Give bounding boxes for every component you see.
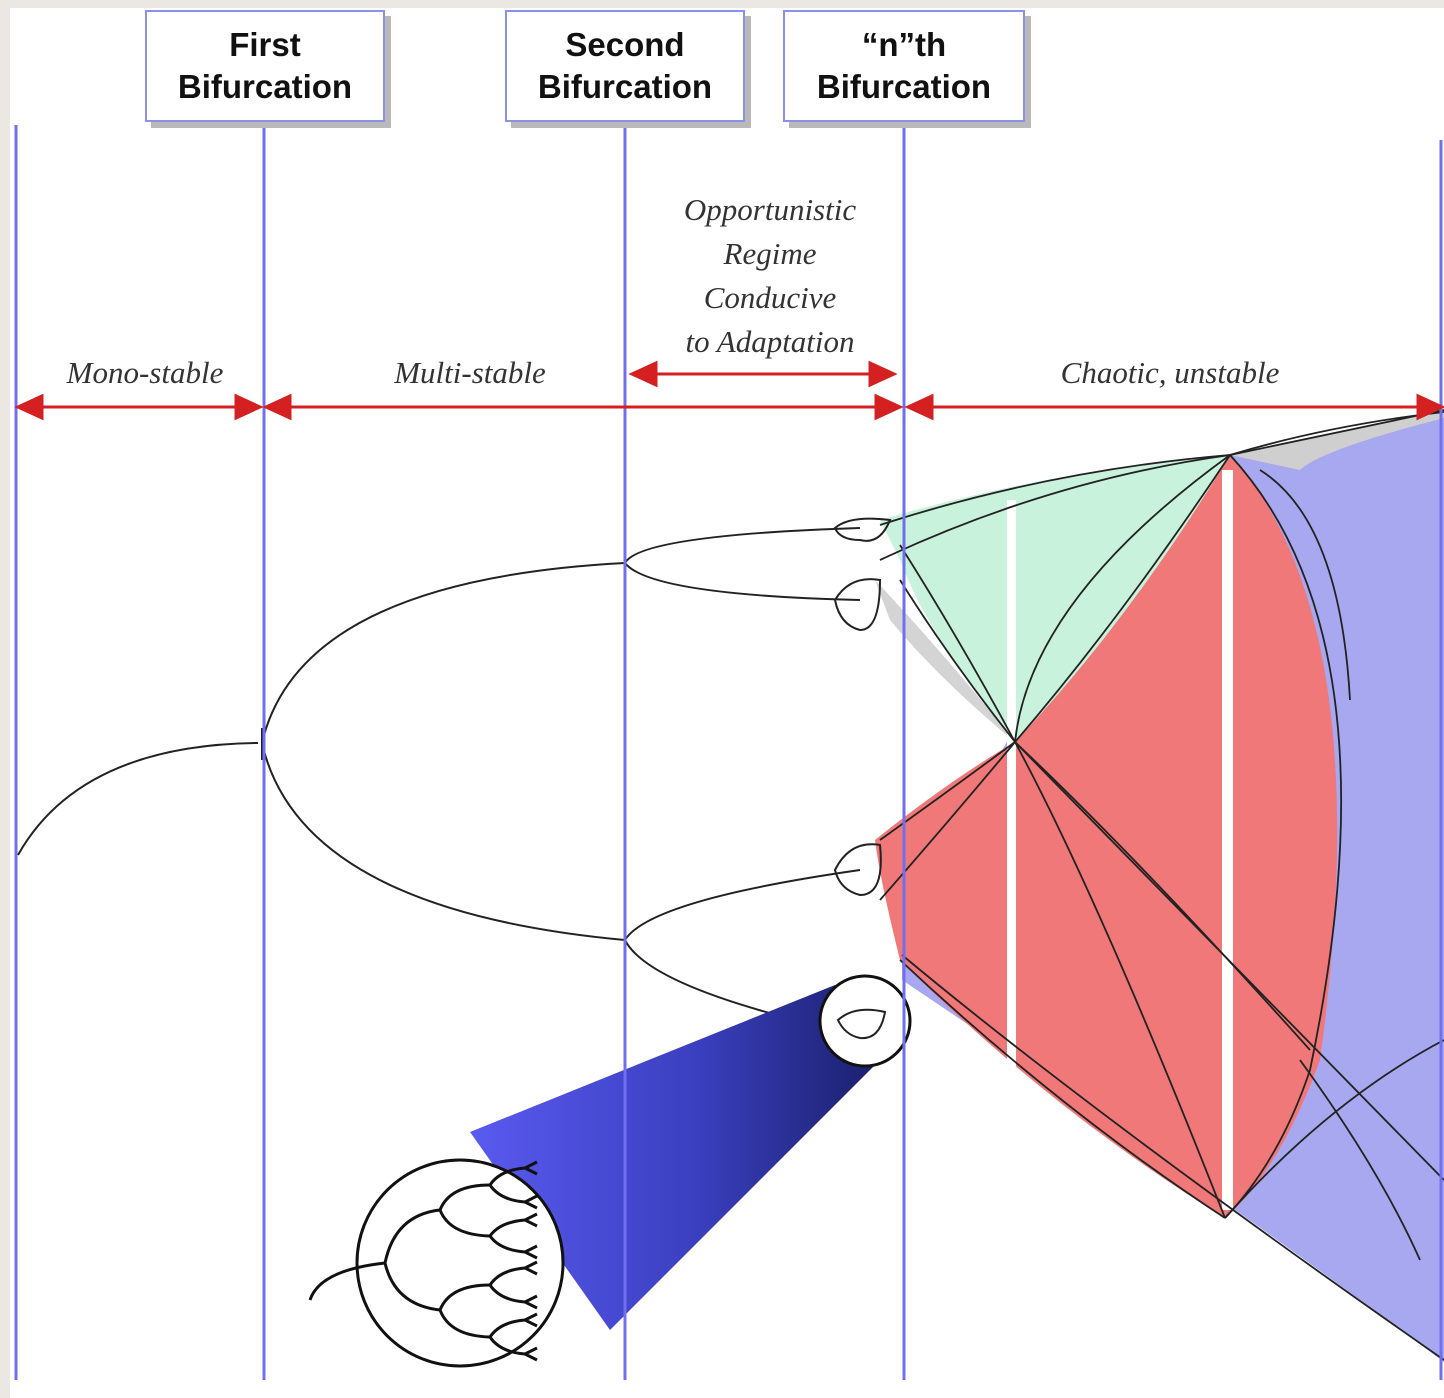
second-bifurcation-line2: Bifurcation (537, 68, 713, 105)
opportunistic-line4: to Adaptation (685, 324, 855, 359)
bifurcation-tree (17, 517, 892, 1040)
chaotic-unstable-label: Chaotic, unstable (1060, 355, 1280, 390)
zoom-large-tree (308, 1160, 538, 1362)
opportunistic-line2: Regime (723, 236, 817, 271)
opportunistic-regime-note: Opportunistic Regime Conducive to Adapta… (630, 188, 910, 364)
first-bifurcation-line1: First (229, 26, 301, 63)
guide-lines (14, 122, 1443, 1380)
zoom-large-circle (355, 1158, 565, 1368)
first-bifurcation-line2: Bifurcation (177, 68, 353, 105)
white-streak-2 (1222, 470, 1233, 1210)
zoom-small-detail (836, 1008, 887, 1040)
gray-chaotic-region (1230, 410, 1444, 470)
first-bifurcation-box: First Bifurcation (145, 10, 385, 122)
opportunistic-line1: Opportunistic (683, 192, 857, 227)
gray-wedge-region (875, 580, 1015, 742)
nth-bifurcation-line1: “n”th (861, 26, 947, 63)
second-bifurcation-box: Second Bifurcation (505, 10, 745, 122)
mono-stable-label: Mono-stable (66, 355, 224, 390)
opportunistic-line3: Conducive (703, 280, 837, 315)
multi-stable-label: Multi-stable (394, 355, 546, 390)
nth-bifurcation-line2: Bifurcation (816, 68, 992, 105)
region-arrows (14, 360, 1444, 421)
white-streak-1 (1007, 500, 1016, 1100)
zoom-cone (470, 985, 882, 1330)
zoom-small-circle (818, 974, 912, 1068)
nth-bifurcation-box: “n”th Bifurcation (783, 10, 1025, 122)
chaos-curves (879, 409, 1444, 1361)
second-bifurcation-line1: Second (565, 26, 685, 63)
